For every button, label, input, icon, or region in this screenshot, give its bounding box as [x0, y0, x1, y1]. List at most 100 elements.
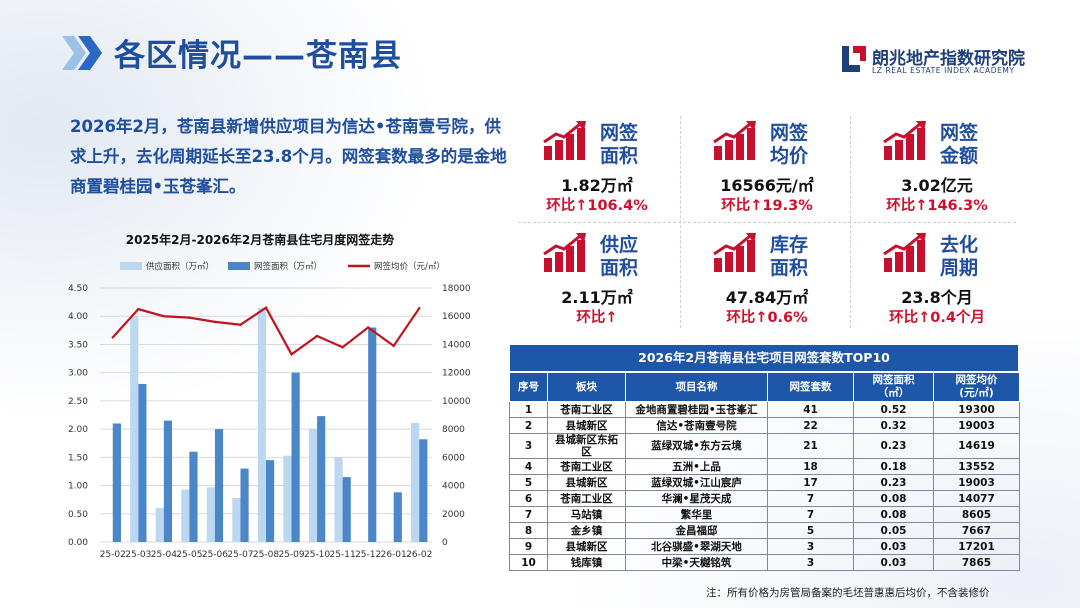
table-cell: 19003: [933, 474, 1020, 491]
table-cell: 19003: [933, 417, 1020, 434]
y2-tick-label: 10000: [442, 397, 471, 407]
table-cell: 金乡镇: [547, 522, 626, 539]
kpi-change: 环比↑: [576, 310, 618, 326]
signed-area-bar: [163, 420, 173, 542]
x-tick-label: 25-02: [100, 550, 126, 560]
y2-tick-label: 16000: [442, 312, 471, 322]
price-point: [188, 316, 191, 319]
table-cell: 信达•苍南壹号院: [625, 417, 768, 434]
kpi-value: 47.84万㎡: [725, 288, 809, 307]
x-tick-label: 25-09: [278, 550, 304, 560]
y-tick-label: 4.50: [68, 284, 88, 294]
table-cell: 5: [509, 474, 548, 491]
table-cell: 0.32: [853, 417, 934, 434]
table-row: 6 苍南工业区 华澜•星茂天成 7 0.08 14077: [509, 490, 1020, 507]
x-tick-label: 25-11: [330, 550, 356, 560]
table-row: 10 钱库镇 中梁•天樾铭筑 3 0.03 7865: [509, 554, 1020, 571]
table-row: 1 苍南工业区 金地商置碧桂园•玉苍峯汇 41 0.52 19300: [509, 401, 1020, 418]
growth-chart-icon: [712, 232, 758, 274]
table-cell: 3: [767, 554, 854, 571]
table-cell: 县城新区: [547, 474, 626, 491]
kpi-label: 供应面积: [600, 234, 639, 279]
legend-label: 网签面积（万㎡）: [254, 261, 322, 272]
table-cell: 金昌福邸: [625, 522, 768, 539]
table-row: 3 县城新区东拓区 蓝绿双城•东方云境 21 0.23 14619: [509, 433, 1020, 459]
table-header-row: 序号 板块 项目名称 网签套数 网签面积 （㎡） 网签均价 (元/㎡): [509, 372, 1020, 402]
supply-bar: [283, 455, 292, 542]
table-cell: 3: [767, 538, 854, 555]
y-tick-label: 2.50: [68, 397, 88, 407]
table-cell: 马站镇: [547, 506, 626, 523]
kpi-label: 网签金额: [940, 122, 979, 167]
y-tick-label: 4.00: [68, 312, 88, 322]
table-header-cell: 序号: [509, 372, 548, 402]
table-cell: 41: [767, 401, 854, 418]
kpi-change: 环比↑106.4%: [546, 198, 648, 214]
table-body: 1 苍南工业区 金地商置碧桂园•玉苍峯汇 41 0.52 19300 2 县城新区 信达•苍南壹…: [509, 401, 1020, 571]
table-cell: 14619: [933, 433, 1020, 459]
legend-label: 网签均价（元/㎡）: [374, 261, 445, 272]
kpi-card: 网签金额 3.02亿元 环比↑146.3%: [852, 112, 1022, 220]
legend-swatch: [228, 262, 250, 270]
signed-area-bar: [368, 327, 377, 542]
signed-area-bar: [240, 468, 249, 542]
table-cell: 0.08: [853, 490, 934, 507]
page-title: 各区情况——苍南县: [114, 38, 402, 74]
kpi-label: 去化周期: [940, 234, 979, 279]
supply-bar: [411, 422, 420, 542]
supply-bar: [206, 487, 215, 542]
table-cell: 金地商置碧桂园•玉苍峯汇: [625, 401, 768, 418]
table-cell: 0.03: [853, 554, 934, 571]
kpi-change: 环比↑19.3%: [721, 198, 813, 214]
supply-bar: [334, 457, 343, 542]
supply-bar: [232, 497, 241, 542]
x-tick-label: 25-06: [202, 550, 228, 560]
top10-table: 2026年2月苍南县住宅项目网签套数TOP10 序号 板块 项目名称 网签套数 网签面积…: [509, 344, 1020, 571]
table-cell: 17201: [933, 538, 1020, 555]
table-cell: 苍南工业区: [547, 458, 626, 475]
y-tick-label: 1.50: [68, 453, 88, 463]
table-row: 8 金乡镇 金昌福邸 5 0.05 7667: [509, 522, 1020, 539]
x-tick-label: 26-01: [381, 550, 407, 560]
kpi-label: 网签面积: [600, 122, 639, 167]
signed-area-bar: [393, 492, 402, 542]
kpi-divider: [518, 222, 1016, 223]
price-point: [290, 353, 293, 356]
price-point: [392, 344, 395, 348]
table-cell: 蓝绿双城•东方云境: [625, 433, 768, 459]
signed-area-bar: [138, 383, 147, 542]
x-tick-label: 25-03: [125, 550, 151, 560]
table-row: 7 马站镇 繁华里 7 0.08 8605: [509, 506, 1020, 523]
growth-chart-icon: [882, 232, 928, 274]
table-cell: 0.23: [853, 433, 934, 459]
table-cell: 1: [509, 401, 548, 418]
footnote: 注：所有价格为房管局备案的毛坯普惠惠后均价，不含装修价: [706, 587, 990, 599]
table-cell: 22: [767, 417, 854, 434]
growth-chart-icon: [882, 120, 928, 162]
table-cell: 8605: [933, 506, 1020, 523]
growth-chart-icon: [712, 120, 758, 162]
table-cell: 5: [767, 522, 854, 539]
supply-bar: [257, 307, 266, 542]
signed-area-bar: [189, 451, 198, 542]
table-cell: 14077: [933, 490, 1020, 507]
kpi-card: 供应面积 2.11万㎡ 环比↑: [512, 224, 682, 332]
signed-area-bar: [214, 429, 224, 542]
table-cell: 19300: [933, 401, 1020, 418]
table-cell: 7: [767, 490, 854, 507]
kpi-change: 环比↑146.3%: [886, 198, 988, 214]
table-cell: 五洲•上品: [625, 458, 768, 475]
y-tick-label: 0.00: [68, 538, 88, 548]
table-cell: 18: [767, 458, 854, 475]
y-tick-label: 1.00: [68, 482, 88, 492]
table-cell: 苍南工业区: [547, 401, 626, 418]
growth-chart-icon: [542, 120, 588, 162]
logo-name: 朗兆地产指数研究院: [872, 49, 1025, 69]
table-cell: 9: [509, 538, 548, 555]
kpi-panel: 网签面积 1.82万㎡ 环比↑106.4% 网签均价 16566元/㎡ 环比↑19.3% 网…: [512, 112, 1022, 334]
kpi-label: 库存面积: [770, 234, 809, 279]
supply-bar: [155, 508, 164, 542]
x-tick-label: 25-04: [151, 550, 177, 560]
kpi-card: 网签均价 16566元/㎡ 环比↑19.3%: [682, 112, 852, 220]
table-cell: 苍南工业区: [547, 490, 626, 507]
